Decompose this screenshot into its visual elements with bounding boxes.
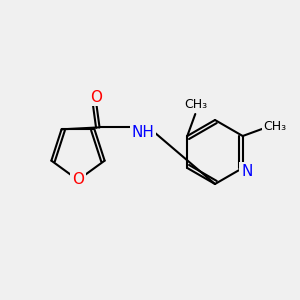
Text: CH₃: CH₃ [263, 119, 286, 133]
Text: NH: NH [131, 125, 154, 140]
Text: N: N [241, 164, 252, 178]
Text: O: O [72, 172, 84, 188]
Text: O: O [91, 90, 103, 105]
Text: CH₃: CH₃ [185, 98, 208, 112]
